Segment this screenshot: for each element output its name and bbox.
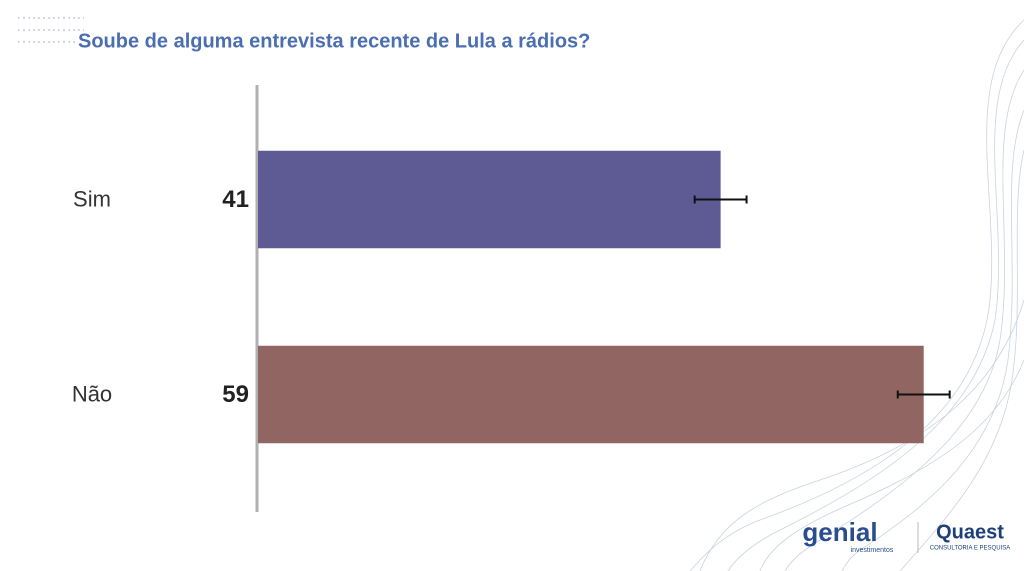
logo: genial bbox=[802, 517, 877, 547]
decor-dots bbox=[18, 17, 84, 43]
logo: Quaest bbox=[936, 521, 1004, 543]
decor-waves bbox=[689, 19, 1024, 571]
value-label: 59 bbox=[222, 381, 249, 408]
bar bbox=[258, 150, 721, 249]
value-label: 41 bbox=[222, 186, 249, 213]
error-bar bbox=[693, 195, 748, 204]
error-bar bbox=[896, 390, 951, 399]
category-label: Sim bbox=[73, 186, 111, 211]
chart-title: Soube de alguma entrevista recente de Lu… bbox=[78, 30, 590, 52]
category-label: Não bbox=[72, 381, 112, 406]
logo-sub: CONSULTORIA E PESQUISA bbox=[930, 546, 1010, 552]
bar bbox=[258, 345, 924, 444]
logo-sub: investimentos bbox=[851, 547, 894, 554]
